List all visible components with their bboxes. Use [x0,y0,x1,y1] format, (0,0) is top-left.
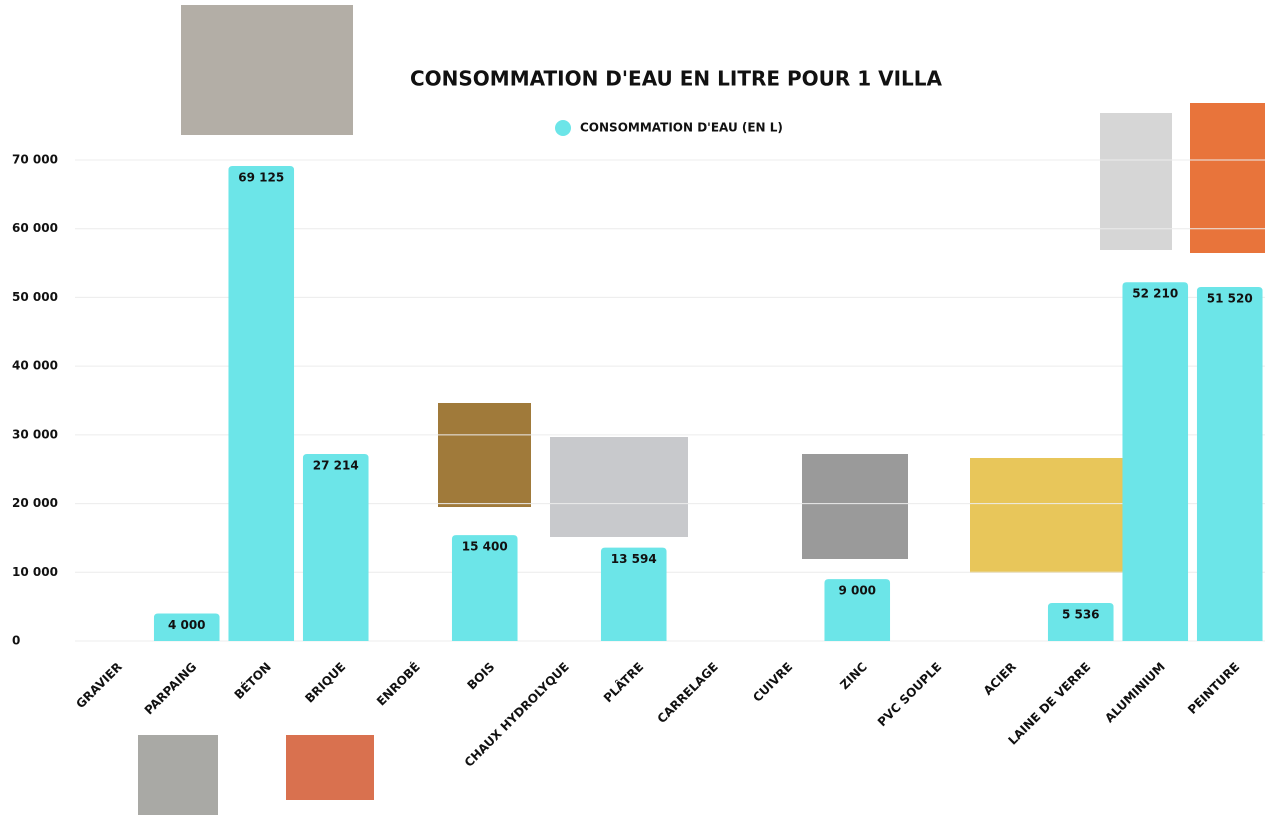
concrete-photo [181,5,353,135]
chart-title: CONSOMMATION D'EAU EN LITRE POUR 1 VILLA [410,67,943,91]
data-label: 13 594 [611,552,657,566]
y-tick-label: 70 000 [12,153,58,167]
x-tick-label: PARPAING [142,660,200,718]
x-tick-label: GRAVIER [73,660,124,711]
x-tick-label: ENROBÉ [373,659,423,709]
y-tick-label: 30 000 [12,427,58,441]
x-tick-label: BÉTON [231,659,274,702]
aluminium-photo [1100,113,1172,250]
data-label: 52 210 [1132,287,1178,301]
data-label: 69 125 [238,171,284,185]
wood-photo [438,403,531,507]
x-tick-label: ZINC [837,660,870,693]
bar [303,454,369,641]
data-label: 51 520 [1207,291,1253,305]
brick-photo [286,735,374,800]
y-tick-label: 60 000 [12,221,58,235]
x-tick-label: ACIER [981,660,1019,698]
bar [228,166,294,641]
y-tick-label: 0 [12,634,20,648]
x-tick-label: CUIVRE [750,660,795,705]
data-label: 9 000 [838,584,876,598]
x-tick-label: PVC SOUPLE [875,660,945,730]
legend-label: CONSOMMATION D'EAU (EN L) [580,121,783,135]
zinc-photo [802,454,908,559]
x-tick-label: LAINE DE VERRE [1005,660,1093,748]
x-tick-label: BOIS [464,660,497,693]
y-tick-label: 20 000 [12,496,58,510]
block-photo [138,735,218,815]
data-label: 27 214 [313,459,359,473]
data-label: 15 400 [462,540,508,554]
data-label: 5 536 [1062,607,1100,621]
x-tick-label: ALUMINIUM [1102,660,1168,726]
bar [1122,282,1188,641]
x-tick-label: CARRELAGE [655,660,721,726]
legend-swatch [555,120,571,136]
plaster-photo [550,437,688,537]
chart: CONSOMMATION D'EAU EN LITRE POUR 1 VILLA… [0,0,1265,817]
insulation-photo [970,458,1130,573]
x-tick-label: PLÂTRE [600,659,646,705]
bar [1197,287,1263,641]
y-tick-label: 10 000 [12,565,58,579]
x-tick-label: BRIQUE [302,660,348,706]
y-tick-label: 40 000 [12,359,58,373]
x-tick-label: PEINTURE [1185,660,1242,717]
data-label: 4 000 [168,618,206,632]
paint-photo [1190,103,1265,253]
y-tick-label: 50 000 [12,290,58,304]
